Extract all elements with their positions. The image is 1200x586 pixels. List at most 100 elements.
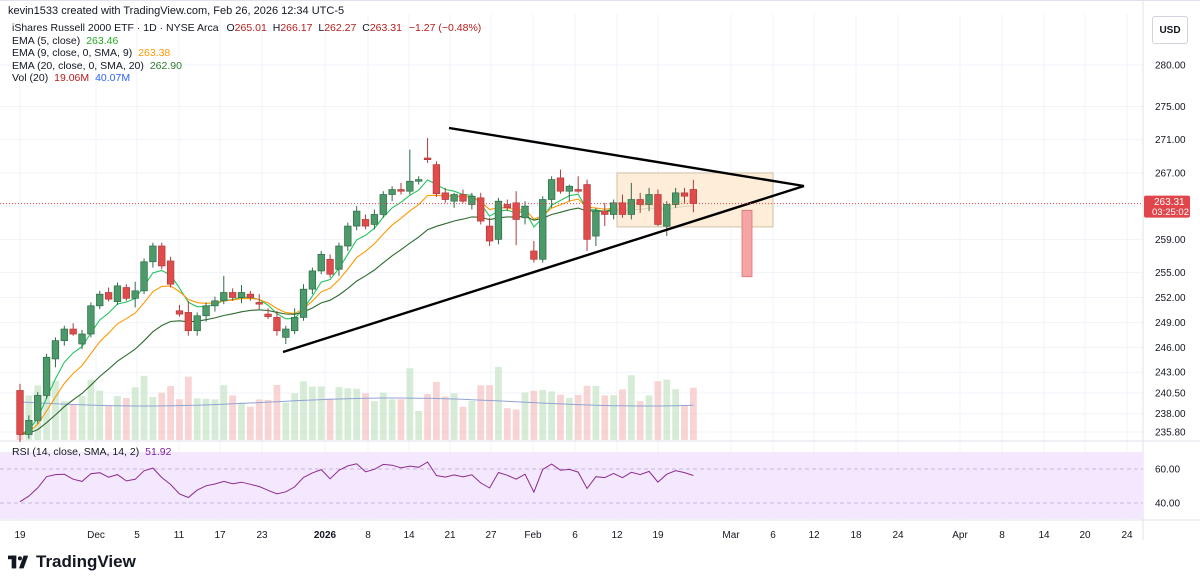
candle	[220, 292, 228, 302]
last-price-label: 263.31	[1154, 197, 1185, 208]
brand-name: TradingView	[36, 552, 136, 571]
volume-bar	[167, 386, 175, 440]
candle	[592, 210, 600, 237]
volume-bar	[539, 390, 547, 440]
volume-bar	[43, 371, 50, 440]
volume-bar	[131, 387, 139, 440]
price-tick-label: 255.00	[1155, 268, 1186, 279]
legend-ema9-row[interactable]: EMA (9, close, 0, SMA, 9) 263.38	[12, 47, 481, 60]
volume-bar	[238, 402, 245, 440]
candle	[69, 328, 77, 335]
legend-ema5-row[interactable]: EMA (5, close) 263.46	[12, 35, 481, 48]
volume-bar	[87, 379, 95, 440]
x-tick-label: Dec	[87, 530, 105, 541]
legend-volume-row[interactable]: Vol (20) 19.06M 40.07M	[12, 72, 481, 85]
candle	[122, 287, 130, 299]
price-tick-label: 235.80	[1155, 428, 1186, 439]
legend-ema9-label: EMA (9, close, 0, SMA, 9)	[12, 47, 133, 59]
candle	[609, 202, 618, 215]
volume-bar	[512, 409, 520, 440]
volume-bar	[521, 392, 529, 440]
volume-bar	[96, 390, 104, 440]
volume-bar	[672, 389, 680, 440]
volume-bar	[52, 380, 59, 440]
volume-bar	[397, 399, 405, 440]
candle	[299, 288, 308, 318]
candle	[459, 194, 467, 202]
candles	[16, 138, 698, 442]
currency-button[interactable]: USD	[1152, 16, 1188, 44]
volume-bar	[78, 395, 86, 440]
candle	[34, 395, 42, 421]
volume-bar	[335, 387, 343, 440]
legend-ema20-row[interactable]: EMA (20, close, 0, SMA, 20) 262.90	[12, 60, 481, 73]
x-tick-label: 24	[892, 530, 904, 541]
candle	[87, 305, 95, 335]
volume-bar	[255, 399, 263, 440]
volume-bar	[371, 401, 378, 440]
tradingview-logo-icon	[8, 555, 29, 569]
candle	[565, 185, 573, 192]
candle	[574, 189, 582, 192]
tradingview-logo[interactable]: TradingView	[8, 552, 136, 572]
candle	[78, 333, 86, 345]
x-tick-label: 11	[174, 530, 185, 541]
price-tick-label: 267.00	[1155, 168, 1186, 179]
x-tick-label: 27	[485, 530, 497, 541]
legend-volume-ma-value: 40.07M	[95, 72, 131, 84]
projection-bar	[741, 209, 753, 278]
volume-bar	[69, 404, 77, 440]
legend-open-label: O	[226, 22, 235, 34]
volume-bar	[114, 396, 121, 440]
rsi-line	[19, 461, 694, 503]
candle	[689, 189, 698, 204]
candle	[477, 197, 485, 222]
candle	[618, 202, 627, 215]
legend-low-label: L	[318, 22, 325, 34]
candle	[388, 189, 396, 195]
volume-bar	[246, 406, 254, 440]
volume-bar	[548, 391, 555, 440]
last-price-tag	[1144, 195, 1190, 218]
volume-bar	[468, 401, 476, 440]
candle	[485, 225, 494, 242]
candle	[450, 194, 458, 202]
x-tick-label: 19	[652, 530, 664, 541]
candle	[680, 192, 689, 197]
x-tick-label: 18	[850, 530, 862, 541]
x-tick-label: 14	[1038, 530, 1050, 541]
volume-bar	[663, 379, 671, 440]
volume-bar	[424, 394, 431, 440]
candle	[104, 292, 113, 300]
rsi-label: RSI (14, close, SMA, 14, 2)	[12, 446, 140, 458]
volume-bar	[415, 411, 423, 440]
candle	[326, 258, 334, 275]
rsi-legend[interactable]: RSI (14, close, SMA, 14, 2) 51.92	[12, 446, 171, 458]
volume-bar	[406, 368, 414, 440]
candle	[25, 420, 33, 435]
legend-symbol-row[interactable]: iShares Russell 2000 ETF · 1D · NYSE Arc…	[12, 22, 481, 35]
price-tick-label: 238.00	[1155, 409, 1186, 420]
x-tick-label: Apr	[952, 530, 968, 541]
volume-bar	[193, 398, 201, 440]
volume-bar	[273, 385, 281, 440]
candle	[654, 194, 662, 225]
volume-bar	[441, 396, 449, 440]
lower-trendline	[282, 184, 805, 354]
volume-bar	[211, 399, 219, 440]
x-tick-label: 2026	[314, 530, 337, 541]
candle	[627, 199, 635, 215]
candle	[246, 293, 255, 298]
volume-bar	[689, 387, 697, 440]
x-tick-label: 23	[256, 530, 268, 541]
candle	[353, 210, 361, 227]
candle	[42, 356, 51, 396]
volume-bar	[291, 393, 299, 440]
volume-bar	[654, 381, 662, 440]
legend-volume-label: Vol (20)	[12, 72, 49, 84]
candle	[113, 285, 122, 302]
candle	[158, 245, 166, 267]
candle	[273, 317, 281, 332]
